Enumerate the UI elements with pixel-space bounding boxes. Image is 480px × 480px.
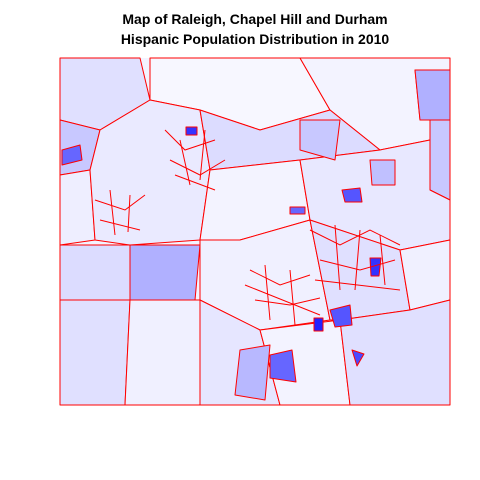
boundary-cluster — [164, 129, 226, 191]
tract — [369, 159, 396, 186]
boundary-cluster — [244, 264, 321, 326]
tract — [59, 299, 131, 406]
tract — [329, 304, 353, 328]
tract — [414, 69, 451, 121]
tract — [61, 144, 83, 166]
tract — [124, 299, 201, 406]
tract — [339, 299, 451, 406]
tract — [351, 349, 365, 367]
tract — [341, 187, 363, 203]
boundary-cluster — [309, 224, 401, 291]
tract — [234, 344, 271, 401]
title-line-2: Hispanic Population Distribution in 2010 — [121, 31, 390, 47]
tract — [429, 119, 451, 201]
tract — [185, 126, 198, 136]
tract — [369, 257, 382, 277]
title-line-1: Map of Raleigh, Chapel Hill and Durham — [122, 11, 387, 27]
tract — [59, 169, 96, 246]
tract — [313, 317, 324, 332]
map — [59, 57, 451, 406]
tract — [59, 244, 131, 301]
tract — [129, 244, 201, 301]
tract — [269, 349, 297, 383]
tract — [289, 206, 306, 215]
boundary-cluster — [94, 189, 146, 236]
tract — [299, 119, 341, 161]
